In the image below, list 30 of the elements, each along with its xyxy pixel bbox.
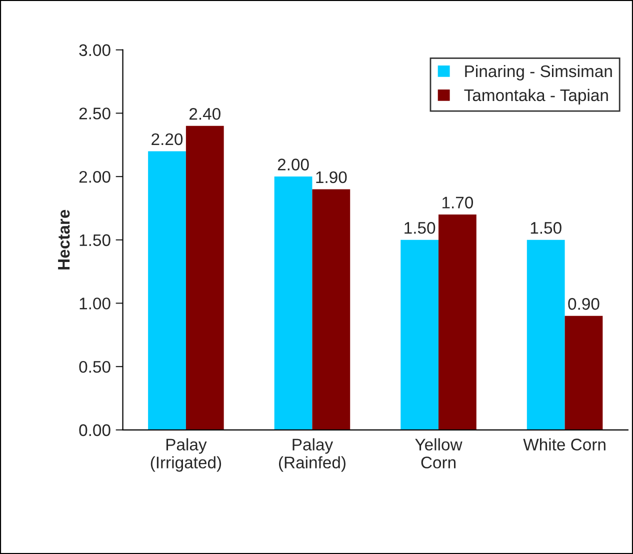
y-tick-label: 3.00 [79, 44, 110, 56]
y-tick-label: 0.00 [79, 424, 110, 436]
data-label: 1.70 [442, 196, 474, 208]
bar [400, 240, 439, 430]
bar [186, 126, 224, 430]
y-axis-title: Hectare [58, 210, 70, 270]
x-tick-label: Palay (Rainfed) [278, 438, 346, 472]
x-tick-label: White Corn [523, 438, 606, 450]
data-label: 0.90 [568, 298, 600, 310]
bar [148, 151, 186, 430]
data-label: 2.20 [152, 133, 183, 146]
bar [312, 189, 350, 430]
x-tick-label: Palay (Irrigated) [150, 438, 222, 472]
y-tick-label: 2.00 [79, 170, 110, 183]
legend-label: Tamontaka - Tapian [464, 88, 608, 104]
x-tick-label: Yellow Corn [415, 438, 462, 468]
y-tick-label: 0.50 [79, 360, 110, 373]
bar [564, 316, 603, 430]
y-tick-label: 1.00 [80, 298, 110, 310]
legend-label: Pinaring - Simsiman [465, 64, 612, 80]
bar [526, 240, 565, 430]
data-label: 2.00 [278, 158, 309, 170]
data-label: 2.40 [190, 108, 220, 120]
data-label: 1.50 [404, 222, 436, 234]
y-tick-label: 1.50 [80, 234, 110, 246]
y-tick-label: 2.50 [79, 108, 110, 120]
data-label: 1.50 [530, 222, 562, 234]
bar [274, 176, 312, 430]
data-label: 1.90 [316, 171, 347, 184]
bar [438, 214, 476, 430]
